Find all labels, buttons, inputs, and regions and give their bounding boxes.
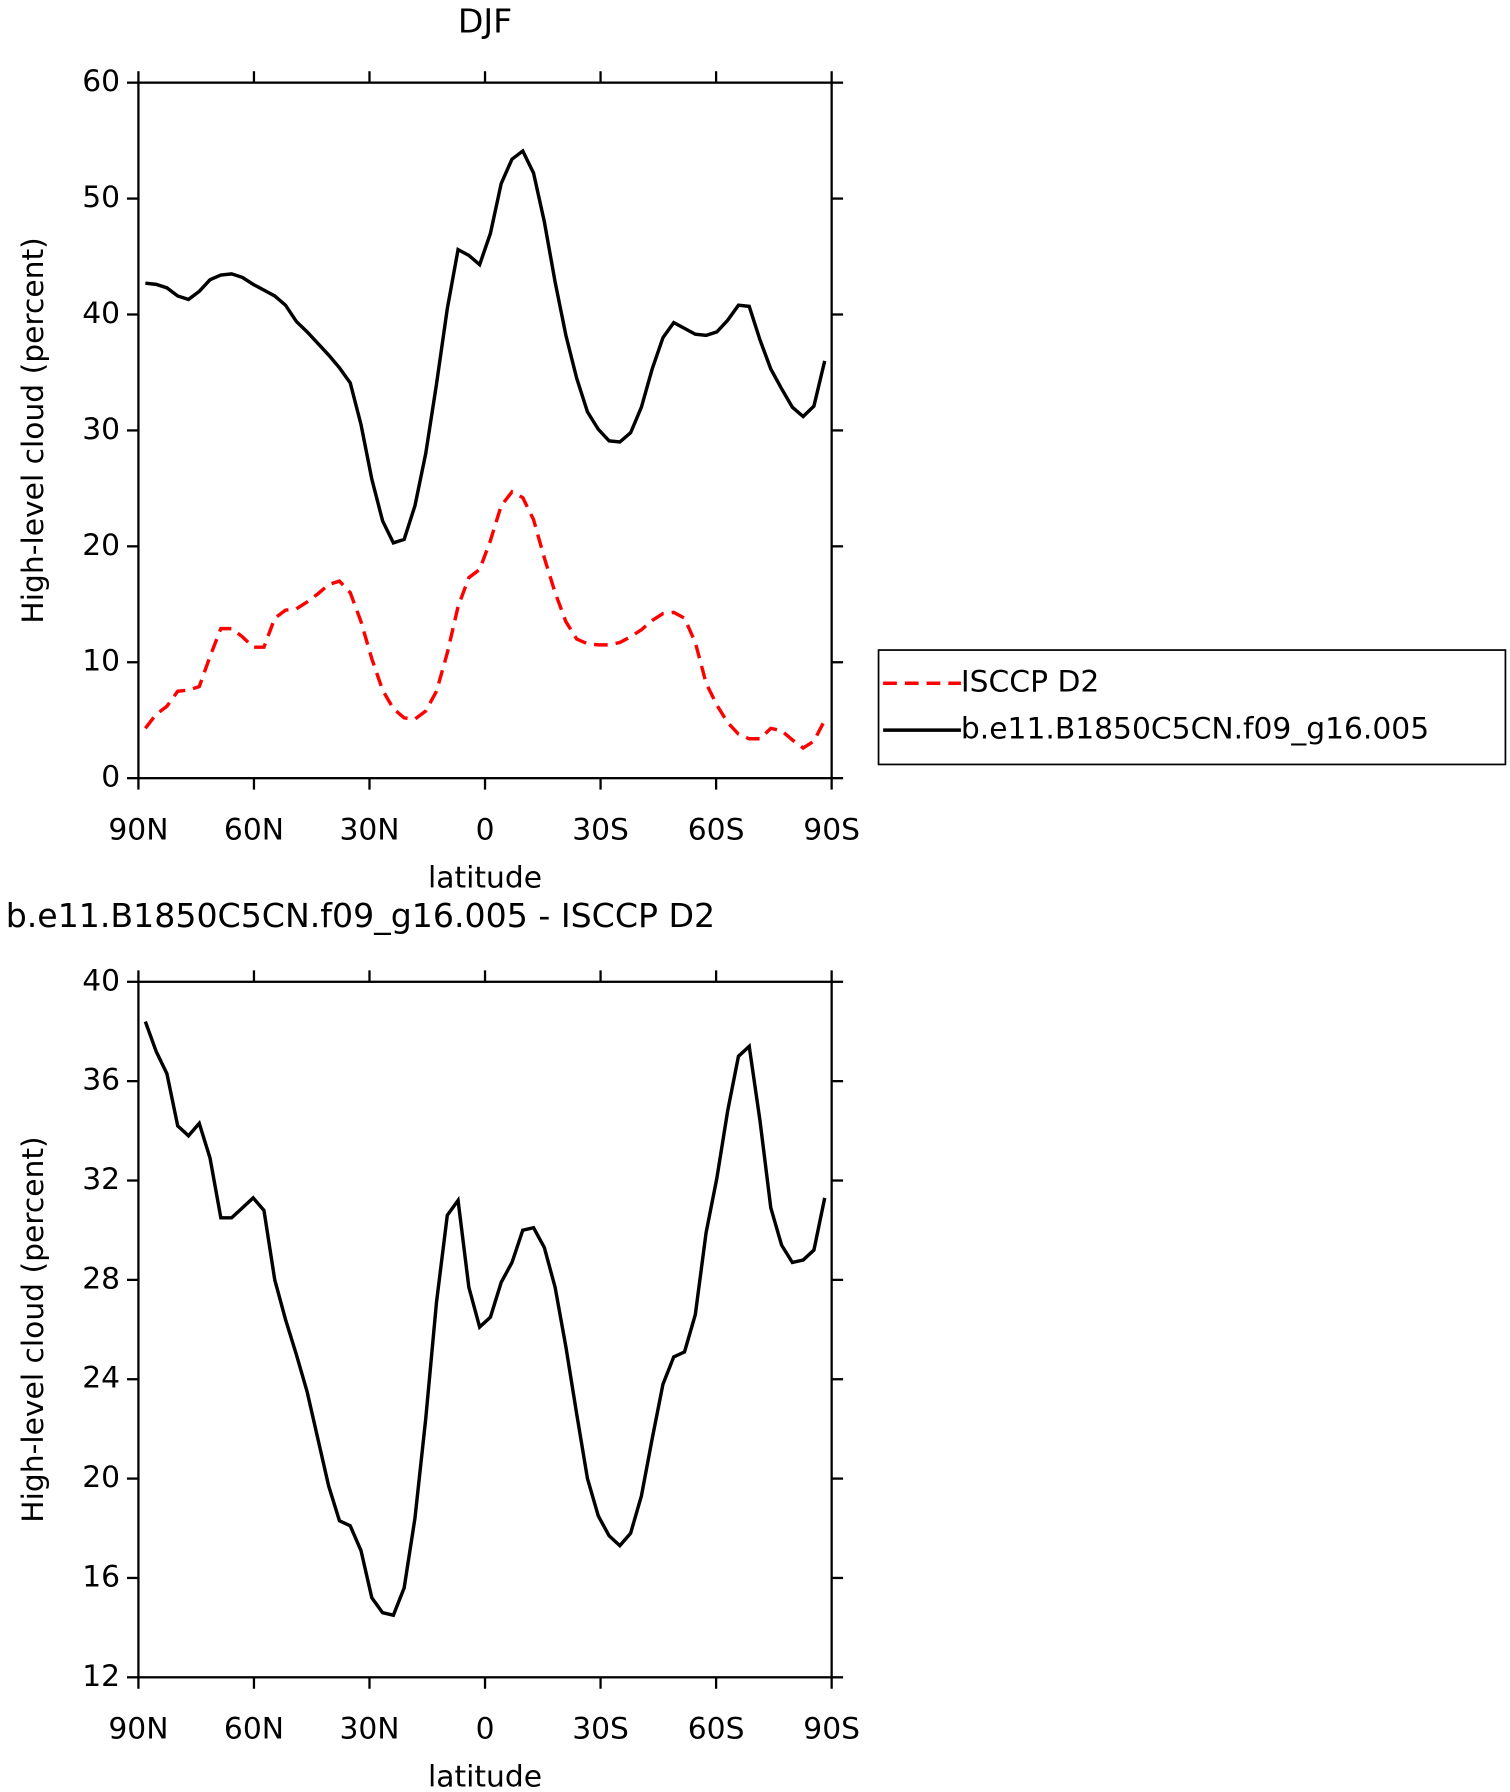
x-tick-label: 30S [572,1711,629,1746]
y-tick-label: 36 [82,1063,120,1098]
x-tick-label: 30S [572,812,629,847]
legend-label: b.e11.B1850C5CN.f09_g16.005 [961,712,1429,747]
x-tick-label: 90N [108,1711,168,1746]
x-tick-label: 0 [476,812,495,847]
y-tick-label: 28 [82,1261,120,1296]
x-tick-label: 90S [803,812,860,847]
y-tick-label: 50 [82,180,120,215]
y-tick-label: 0 [101,760,120,795]
y-tick-label: 16 [82,1559,120,1594]
x-tick-label: 90N [108,812,168,847]
x-tick-label: 30N [339,812,399,847]
data-line [143,489,827,751]
x-tick-label: 90S [803,1711,860,1746]
y-axis-label: High-level cloud (percent) [16,237,51,623]
x-axis-label: latitude [428,860,542,895]
x-tick-label: 60N [224,812,284,847]
legend-box [877,649,1507,766]
chart-title: b.e11.B1850C5CN.f09_g16.005 - ISCCP D2 [6,896,715,935]
y-tick-label: 20 [82,528,120,563]
legend-label: ISCCP D2 [961,665,1099,700]
data-line [145,148,827,545]
x-axis-label: latitude [428,1759,542,1792]
chart-title: DJF [458,2,512,41]
y-tick-label: 12 [82,1659,120,1694]
x-tick-label: 60S [688,812,745,847]
x-tick-label: 60S [688,1711,745,1746]
x-tick-label: 60N [224,1711,284,1746]
plot-frame [137,81,833,780]
y-tick-label: 40 [82,296,120,331]
x-tick-label: 0 [476,1711,495,1746]
plot-frame [137,980,833,1679]
y-axis-label: High-level cloud (percent) [16,1136,51,1522]
y-tick-label: 20 [82,1460,120,1495]
y-tick-label: 30 [82,412,120,447]
y-tick-label: 10 [82,644,120,679]
y-tick-label: 32 [82,1162,120,1197]
y-tick-label: 60 [82,64,120,99]
y-tick-label: 40 [82,963,120,998]
data-line [143,1020,827,1618]
y-tick-label: 24 [82,1361,120,1396]
x-tick-label: 30N [339,1711,399,1746]
